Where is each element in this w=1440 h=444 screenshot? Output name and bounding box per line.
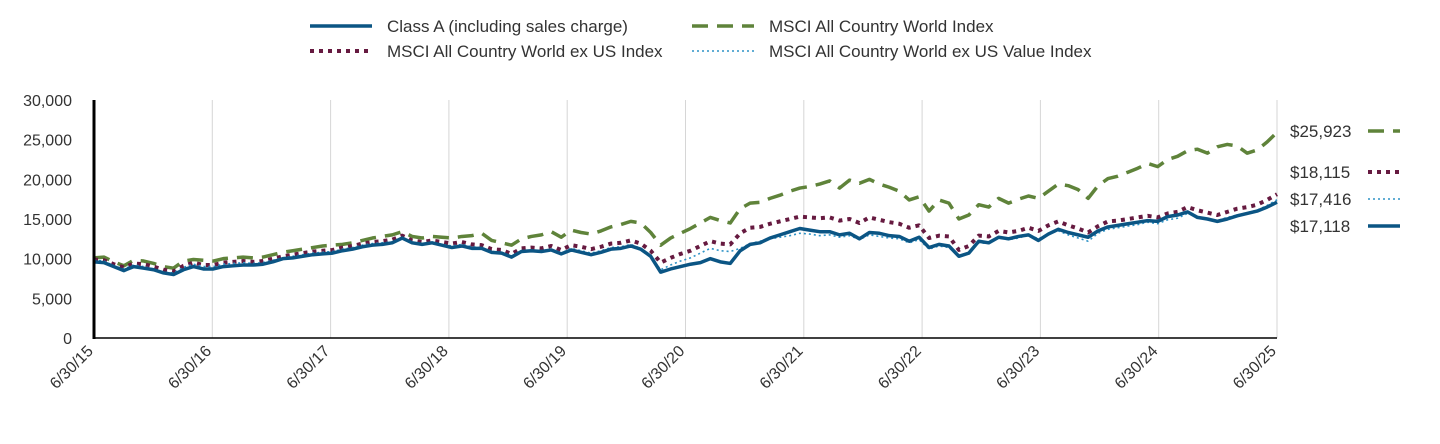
- y-tick-label: 10,000: [23, 252, 72, 269]
- series-end-labels: $25,923 $18,115 $17,416 $17,118: [1290, 122, 1400, 236]
- x-tick-label: 6/30/19: [520, 343, 570, 393]
- series-end-value-label: $18,115: [1290, 163, 1350, 182]
- series-line-1: [93, 131, 1279, 270]
- series-end-value-label: $17,118: [1290, 217, 1350, 236]
- y-axis-tick-labels: 0 5,000 10,000 15,000 20,000 25,000 30,000: [23, 93, 72, 348]
- series-end-value-label: $17,416: [1290, 190, 1351, 209]
- legend-entry-label: Class A (including sales charge): [387, 17, 628, 36]
- y-tick-label: 20,000: [23, 172, 72, 189]
- x-tick-label: 6/30/18: [402, 343, 452, 393]
- x-tick-label: 6/30/24: [1112, 343, 1162, 393]
- legend-entry-label: MSCI All Country World Index: [769, 17, 994, 36]
- x-tick-label: 6/30/15: [47, 343, 97, 393]
- y-tick-label: 30,000: [23, 93, 72, 110]
- legend-entry-label: MSCI All Country World ex US Index: [387, 42, 663, 61]
- y-tick-label: 0: [63, 331, 72, 348]
- x-tick-label: 6/30/22: [875, 343, 925, 393]
- x-tick-label: 6/30/17: [284, 343, 334, 393]
- chart-legend: Class A (including sales charge) MSCI All…: [310, 17, 1092, 61]
- x-axis-tick-labels: 6/30/15 6/30/16 6/30/17 6/30/18 6/30/19 6/30/…: [47, 343, 1280, 393]
- legend-entry-label: MSCI All Country World ex US Value Index: [769, 42, 1092, 61]
- series-lines: [93, 131, 1279, 277]
- vertical-gridlines: [211, 100, 1278, 338]
- x-tick-label: 6/30/20: [639, 343, 689, 393]
- series-line-0: [93, 200, 1278, 277]
- x-tick-label: 6/30/25: [1230, 343, 1280, 393]
- series-line-3: [93, 199, 1278, 274]
- y-tick-label: 15,000: [23, 212, 72, 229]
- series-line-2: [93, 192, 1278, 274]
- x-tick-label: 6/30/21: [757, 343, 807, 393]
- y-tick-label: 5,000: [32, 291, 72, 308]
- x-tick-label: 6/30/23: [993, 343, 1043, 393]
- y-tick-label: 25,000: [23, 133, 72, 150]
- x-tick-label: 6/30/16: [165, 343, 215, 393]
- series-end-value-label: $25,923: [1290, 122, 1351, 141]
